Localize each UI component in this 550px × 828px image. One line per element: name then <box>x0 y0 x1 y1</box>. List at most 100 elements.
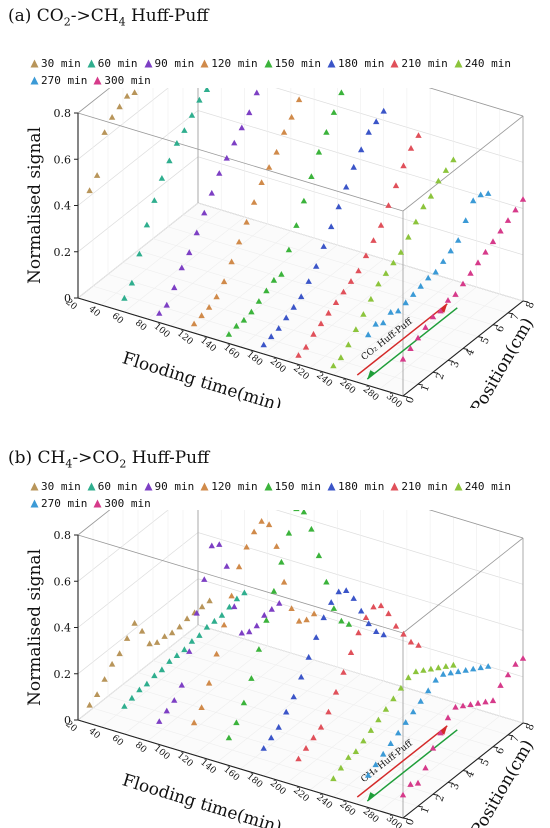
data-point <box>399 355 407 362</box>
data-point <box>382 270 390 276</box>
data-point <box>402 719 409 725</box>
data-point <box>360 311 367 317</box>
flow-arrow-red <box>356 725 448 798</box>
data-point <box>101 676 108 682</box>
data-point <box>196 96 203 103</box>
data-point <box>474 259 482 266</box>
data-point <box>407 145 415 151</box>
data-point <box>414 779 422 786</box>
legend-marker <box>200 59 209 68</box>
data-point <box>485 190 492 196</box>
data-point <box>260 341 267 348</box>
data-point <box>358 607 365 614</box>
legend-label: 210 min <box>401 480 448 493</box>
data-point <box>248 308 255 315</box>
panel-b-title-sub2: 2 <box>119 457 127 471</box>
data-point <box>308 525 315 532</box>
y-tick <box>462 770 469 772</box>
data-point <box>243 543 250 550</box>
data-point <box>355 267 362 274</box>
data-point <box>380 319 387 326</box>
data-point <box>225 331 233 337</box>
data-point <box>168 629 176 636</box>
data-point <box>332 299 340 305</box>
data-point <box>375 716 382 723</box>
data-point <box>390 259 397 266</box>
data-point <box>290 693 297 700</box>
data-point <box>171 284 178 291</box>
data-point <box>328 223 335 230</box>
data-point <box>288 605 295 611</box>
data-point <box>146 640 153 647</box>
legend-marker <box>144 482 152 491</box>
legend-item: 180 min <box>327 480 384 493</box>
data-point <box>365 620 372 627</box>
data-point <box>455 668 462 675</box>
y-gridline <box>137 88 464 349</box>
y-gridline <box>122 510 449 783</box>
data-point <box>390 695 397 702</box>
z-tick-label: 0 <box>64 292 71 305</box>
data-point <box>268 734 275 741</box>
data-point <box>302 745 310 751</box>
legend-label: 60 min <box>97 480 138 493</box>
data-point <box>181 646 188 653</box>
data-point <box>231 139 238 146</box>
data-point <box>240 316 248 323</box>
flow-arrow-green <box>366 729 458 802</box>
data-point <box>407 638 415 645</box>
data-point <box>238 124 245 131</box>
legend-marker <box>87 482 96 491</box>
data-point <box>273 543 280 549</box>
data-point <box>285 246 293 253</box>
legend-marker <box>327 59 336 68</box>
data-point <box>340 669 347 675</box>
data-point <box>131 89 138 95</box>
legend-triangle <box>87 59 96 68</box>
data-point <box>310 734 317 741</box>
legend-marker <box>264 59 273 68</box>
z-gridline <box>77 532 524 631</box>
data-point <box>190 719 198 726</box>
data-point <box>345 341 352 348</box>
data-point <box>410 708 417 715</box>
x-axis-line <box>77 297 404 397</box>
data-point <box>452 291 459 297</box>
data-point <box>258 518 265 524</box>
z-tick-label: 0.6 <box>54 153 72 166</box>
data-point <box>263 617 270 623</box>
data-point <box>176 623 183 630</box>
data-point <box>372 320 379 327</box>
data-point <box>213 650 220 657</box>
data-point <box>116 650 123 657</box>
legend-marker <box>30 482 39 491</box>
data-point <box>330 362 337 369</box>
data-point <box>365 331 372 338</box>
data-point <box>474 699 482 706</box>
y-gridline <box>167 510 494 748</box>
data-point <box>302 343 310 350</box>
data-point <box>407 781 414 787</box>
data-point <box>250 199 258 205</box>
data-point <box>425 687 432 694</box>
legend-label: 180 min <box>337 57 385 70</box>
data-point <box>136 250 143 257</box>
data-point <box>151 197 158 203</box>
x-tick-label: 60 <box>110 311 125 326</box>
data-point <box>166 658 173 664</box>
legend-row: 30 min 60 min 90 min 120 min 150 min 180 min 2… <box>30 55 517 72</box>
data-point <box>255 646 263 652</box>
data-point <box>280 129 288 135</box>
data-point <box>300 510 308 515</box>
data-point <box>275 325 282 331</box>
data-point <box>288 113 295 120</box>
panel-b-title-sub1: 4 <box>65 457 73 471</box>
data-point <box>365 771 372 778</box>
data-point <box>225 734 233 741</box>
box-edge <box>77 510 111 536</box>
data-point <box>397 249 405 255</box>
legend-triangle <box>327 59 336 68</box>
data-point <box>447 247 454 254</box>
legend-item: 90 min <box>144 480 194 493</box>
data-point <box>323 578 330 585</box>
